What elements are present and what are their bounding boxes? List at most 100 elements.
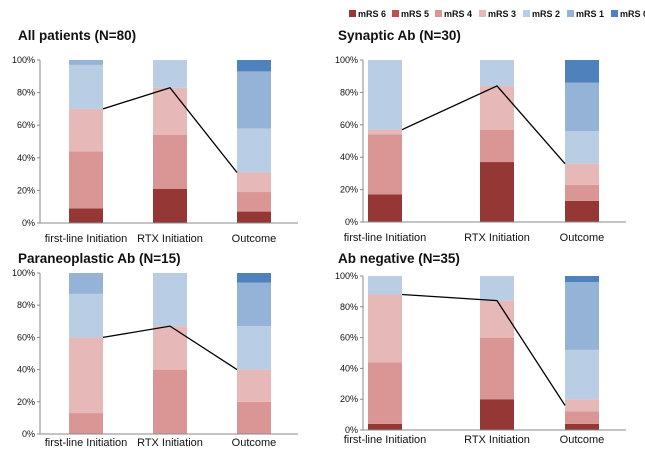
bar-segment-mrs3 <box>565 163 599 185</box>
bar-segment-mrs3 <box>69 108 103 152</box>
y-tick-label: 100% <box>335 271 358 281</box>
legend-label: mRS 0 <box>620 9 645 19</box>
bar-segment-mrs4 <box>368 362 402 424</box>
y-tick-label: 0% <box>345 217 358 227</box>
bar-segment-mrs2 <box>237 128 271 173</box>
y-tick-label: 20% <box>340 394 358 404</box>
panel-synaptic-ab: Synaptic Ab (N=30) 0% 20% 40% 60% 80% 100% firs… <box>335 28 626 244</box>
bar-segment-mrs4 <box>565 184 599 201</box>
y-tick-label: 20% <box>17 397 35 407</box>
x-category-label: Outcome <box>232 437 277 449</box>
y-tick-label: 40% <box>17 153 35 163</box>
y-tick-label: 0% <box>22 218 35 228</box>
bar-segment-mrs6 <box>368 194 402 222</box>
bar-segment-mrs2 <box>237 326 271 370</box>
bar-segment-mrs6 <box>368 423 402 430</box>
chart-title: All patients (N=80) <box>18 28 136 43</box>
x-category-label: first-line Initiation <box>45 437 128 449</box>
bar-segment-mrs3 <box>368 294 402 363</box>
bar-segment-mrs6 <box>237 211 271 223</box>
y-tick-label: 100% <box>12 55 35 65</box>
bar-segment-mrs2 <box>69 64 103 109</box>
x-category-label: Outcome <box>232 233 277 245</box>
bar-segment-mrs3 <box>368 129 402 135</box>
bar-segment-mrs2 <box>153 273 187 327</box>
legend-label: mRS 4 <box>444 9 472 19</box>
bar-segment-mrs0 <box>565 60 599 83</box>
legend-label: mRS 5 <box>401 9 429 19</box>
bar-segment-mrs4 <box>69 413 103 434</box>
bar-segment-mrs3 <box>565 399 599 412</box>
x-category-label: first-line Initiation <box>344 434 427 446</box>
y-tick-label: 40% <box>340 152 358 162</box>
y-tick-label: 20% <box>17 185 35 195</box>
y-tick-label: 80% <box>17 300 35 310</box>
legend-swatch <box>392 10 399 17</box>
y-tick-label: 40% <box>17 365 35 375</box>
bar-segment-mrs6 <box>565 423 599 430</box>
chart-title: Synaptic Ab (N=30) <box>338 28 461 43</box>
legend-label: mRS 3 <box>488 9 516 19</box>
y-tick-label: 40% <box>340 363 358 373</box>
bar-segment-mrs3 <box>237 369 271 402</box>
connector-line <box>102 86 238 173</box>
legend-swatch <box>567 10 574 17</box>
bar-segment-mrs1 <box>565 282 599 350</box>
bar-segment-mrs2 <box>153 60 187 88</box>
y-tick-label: 80% <box>17 88 35 98</box>
bar-segment-mrs2 <box>565 349 599 400</box>
x-category-label: RTX Initiation <box>464 232 530 244</box>
bar-segment-mrs4 <box>565 411 599 424</box>
y-tick-label: 100% <box>335 55 358 65</box>
y-tick-label: 60% <box>17 120 35 130</box>
legend-swatch <box>523 10 530 17</box>
bar-segment-mrs4 <box>480 337 514 400</box>
legend: mRS 6 mRS 5 mRS 4 mRS 3 mRS 2 mRS 1 mRS 0 <box>349 9 645 19</box>
legend-label: mRS 2 <box>532 9 560 19</box>
bar-segment-mrs6 <box>69 208 103 223</box>
y-tick-label: 80% <box>340 302 358 312</box>
bar-segment-mrs4 <box>480 129 514 163</box>
bar-segment-mrs6 <box>153 188 187 223</box>
bar-segment-mrs1 <box>237 71 271 129</box>
bar-segment-mrs2 <box>480 60 514 86</box>
y-tick-label: 20% <box>340 185 358 195</box>
y-tick-label: 0% <box>345 425 358 435</box>
connector-line <box>401 85 566 165</box>
bar-segment-mrs3 <box>69 337 103 414</box>
legend-label: mRS 1 <box>576 9 604 19</box>
panel-paraneoplastic-ab: Paraneoplastic Ab (N=15) 0% 20% 40% 60% 80% 10… <box>12 251 298 449</box>
bar-segment-mrs4 <box>368 134 402 195</box>
legend-swatch <box>349 10 356 17</box>
bar-segment-mrs3 <box>480 85 514 130</box>
connector-line <box>401 293 566 406</box>
x-category-label: RTX Initiation <box>137 437 203 449</box>
bar-segment-mrs2 <box>565 131 599 164</box>
panel-ab-negative: Ab negative (N=35) 0% 20% 40% 60% 80% 100% firs… <box>335 251 626 446</box>
bar-segment-mrs3 <box>153 326 187 370</box>
legend-swatch <box>435 10 442 17</box>
y-tick-label: 0% <box>22 429 35 439</box>
bar-segment-mrs1 <box>237 282 271 327</box>
x-category-label: Outcome <box>560 232 605 244</box>
chart-title: Paraneoplastic Ab (N=15) <box>18 251 181 266</box>
legend-label: mRS 6 <box>358 9 386 19</box>
bar-segment-mrs4 <box>153 369 187 434</box>
bar-segment-mrs6 <box>565 200 599 222</box>
x-category-label: RTX Initiation <box>137 233 203 245</box>
bar-segment-mrs4 <box>237 401 271 434</box>
bar-segment-mrs3 <box>153 87 187 135</box>
legend-swatch <box>611 10 618 17</box>
chart-title: Ab negative (N=35) <box>338 251 460 266</box>
connector-line <box>102 325 238 371</box>
bar-segment-mrs6 <box>480 162 514 222</box>
x-category-label: first-line Initiation <box>45 233 128 245</box>
bar-segment-mrs4 <box>153 134 187 189</box>
bar-segment-mrs2 <box>480 276 514 301</box>
bar-segment-mrs0 <box>565 276 599 283</box>
bar-segment-mrs1 <box>565 82 599 132</box>
bar-segment-mrs4 <box>69 151 103 209</box>
y-tick-label: 100% <box>12 268 35 278</box>
bar-segment-mrs3 <box>237 172 271 193</box>
